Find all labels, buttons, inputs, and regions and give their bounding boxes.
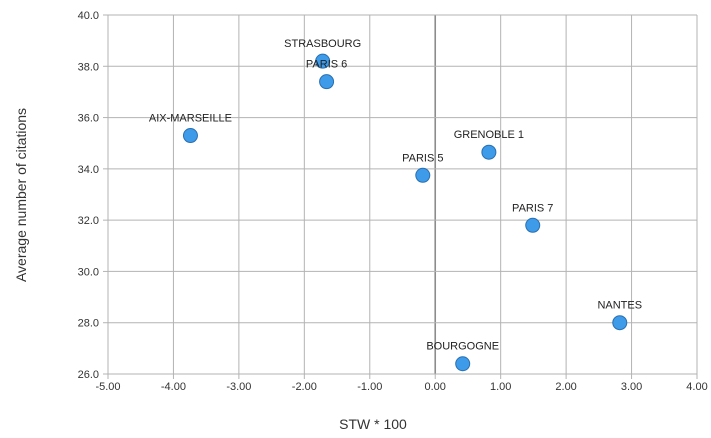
point-label: NANTES [597, 300, 642, 312]
data-point [455, 356, 471, 372]
y-axis-ticks: 26.0 28.0 30.0 32.0 34.0 36.0 38.0 40.0 [78, 10, 99, 381]
point-label: STRASBOURG [284, 38, 361, 50]
y-tick-label: 38.0 [78, 61, 99, 73]
point-label: AIX-MARSEILLE [149, 113, 232, 125]
data-points [182, 53, 628, 372]
point-label: PARIS 5 [402, 152, 443, 164]
x-tick-label: 4.00 [686, 381, 707, 393]
y-tick-label: 30.0 [78, 266, 99, 278]
data-point [319, 74, 335, 90]
x-tick-label: 0.00 [425, 381, 446, 393]
x-tick-label: -1.00 [357, 381, 382, 393]
data-point [415, 167, 431, 183]
x-tick-label: 3.00 [621, 381, 642, 393]
y-tick-label: 32.0 [78, 215, 99, 227]
y-tick-label: 40.0 [78, 10, 99, 22]
point-label: BOURGOGNE [426, 341, 499, 353]
x-tick-label: -4.00 [161, 381, 186, 393]
y-tick-label: 28.0 [78, 318, 99, 330]
point-label: PARIS 7 [512, 202, 553, 214]
data-point [612, 315, 628, 331]
data-point [315, 53, 331, 69]
y-tick-label: 36.0 [78, 113, 99, 125]
y-tick-label: 26.0 [78, 369, 99, 381]
point-label: PARIS 6 [306, 59, 347, 71]
point-label: GRENOBLE 1 [454, 129, 524, 141]
x-tick-label: -2.00 [292, 381, 317, 393]
x-tick-label: -5.00 [95, 381, 120, 393]
x-tick-label: 2.00 [555, 381, 576, 393]
y-axis-title: Average number of citations [13, 108, 29, 282]
point-labels: STRASBOURG PARIS 6 AIX-MARSEILLE GRENOBLE 1… [149, 38, 642, 353]
data-point [182, 128, 198, 144]
x-axis-ticks: -5.00 -4.00 -3.00 -2.00 -1.00 0.00 1.00 2.00 3.0… [95, 381, 707, 393]
data-point [525, 217, 541, 233]
x-tick-label: -3.00 [226, 381, 251, 393]
y-tick-label: 34.0 [78, 164, 99, 176]
data-point [481, 144, 497, 160]
grid [103, 14, 698, 379]
x-tick-label: 1.00 [490, 381, 511, 393]
x-axis-title: STW * 100 [339, 416, 407, 432]
